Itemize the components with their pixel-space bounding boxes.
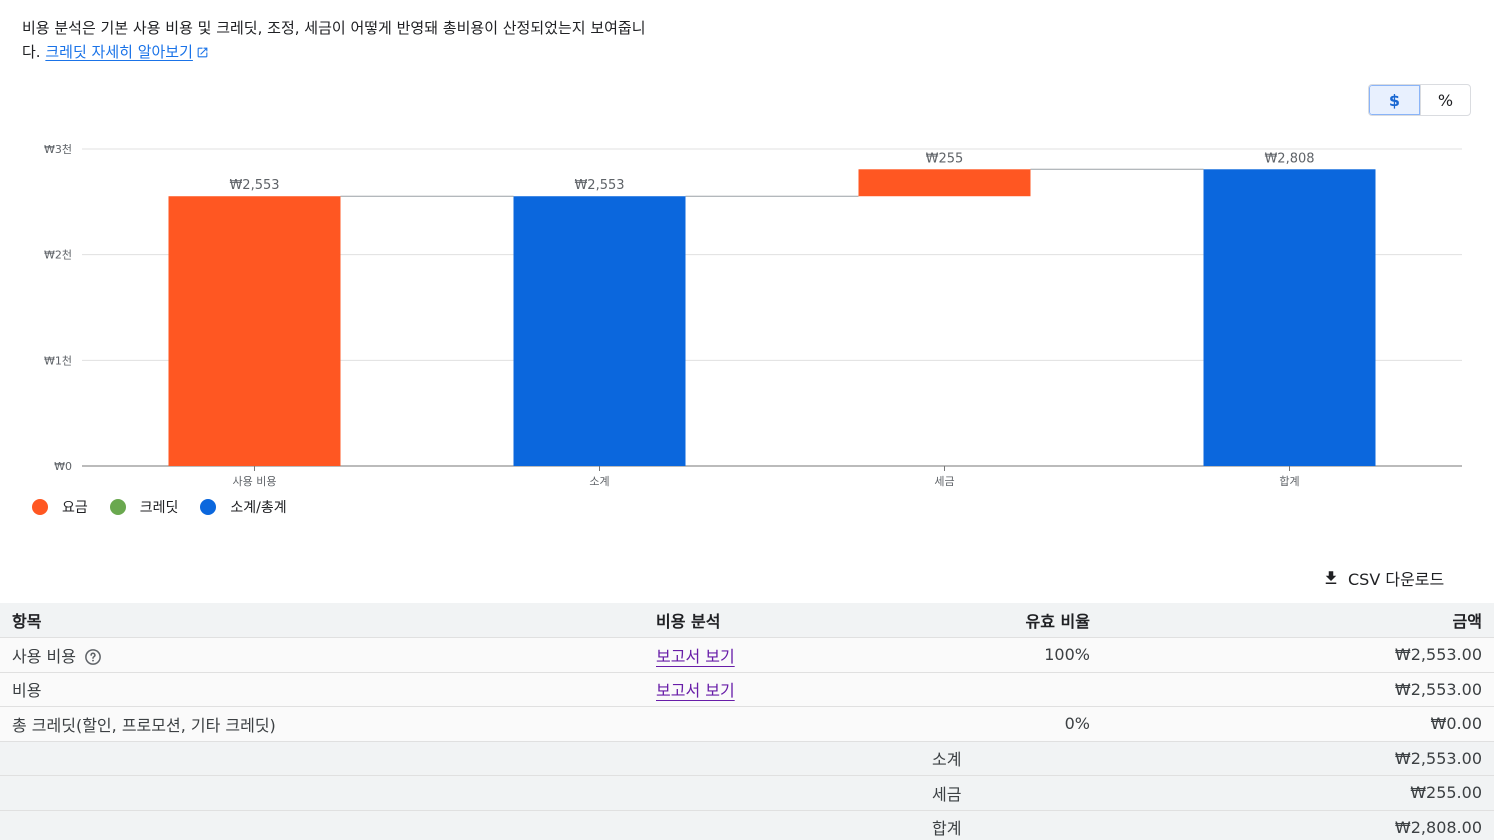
- summary-amount: ₩2,553.00: [1102, 741, 1494, 776]
- summary-amount: ₩255.00: [1102, 775, 1494, 811]
- y-tick-label: ₩2천: [44, 248, 72, 262]
- header-item[interactable]: 항목: [0, 603, 644, 638]
- row-rate: [894, 672, 1102, 707]
- table-header-row: 항목 비용 분석 유효 비율 금액: [0, 603, 1494, 638]
- summary-label: 세금: [894, 775, 1102, 811]
- summary-row-total: 합계 ₩2,808.00: [0, 810, 1494, 840]
- legend-item-charge[interactable]: 요금: [32, 497, 88, 517]
- x-tick-label: 합계: [1279, 475, 1299, 488]
- y-tick-label: ₩3천: [44, 142, 72, 156]
- cost-breakdown-description: 비용 분석은 기본 사용 비용 및 크레딧, 조정, 세금이 어떻게 반영돼 총…: [22, 16, 662, 64]
- summary-amount: ₩2,808.00: [1102, 810, 1494, 840]
- header-report[interactable]: 비용 분석: [644, 603, 894, 638]
- description-text: 비용 분석은 기본 사용 비용 및 크레딧, 조정, 세금이 어떻게 반영돼 총…: [22, 19, 646, 61]
- legend-credit-swatch: [109, 499, 126, 515]
- help-icon[interactable]: [84, 648, 102, 666]
- bar-subtotal[interactable]: [1203, 169, 1376, 466]
- bar-subtotal[interactable]: [513, 196, 686, 466]
- x-tick-label: 소계: [589, 475, 609, 488]
- legend-charge-label: 요금: [62, 500, 88, 516]
- csv-download-label: CSV 다운로드: [1348, 570, 1445, 589]
- summary-label: 합계: [894, 810, 1102, 840]
- header-rate[interactable]: 유효 비율: [894, 603, 1102, 638]
- bar-value-label: ₩2,808: [1264, 151, 1314, 166]
- summary-empty-cell: [0, 741, 644, 776]
- row-item-label: 비용: [0, 672, 644, 707]
- bar-value-label: ₩2,553: [229, 178, 279, 193]
- bar-value-label: ₩255: [926, 151, 964, 166]
- learn-more-credits-link[interactable]: 크레딧 자세히 알아보기: [45, 43, 209, 61]
- row-amount: ₩2,553.00: [1102, 637, 1494, 673]
- row-amount: ₩2,553.00: [1102, 672, 1494, 707]
- cost-breakdown-table: 항목 비용 분석 유효 비율 금액 사용 비용 보고서 보기 100% ₩2,5…: [0, 603, 1494, 840]
- table-row: 사용 비용 보고서 보기 100% ₩2,553.00: [0, 637, 1494, 673]
- row-report-cell: 보고서 보기: [644, 672, 894, 707]
- summary-label: 소계: [894, 741, 1102, 776]
- external-link-icon: [197, 47, 208, 58]
- legend-item-subtotal[interactable]: 소계/총계: [200, 497, 287, 517]
- bar-charge[interactable]: [168, 196, 341, 466]
- chart-legend: 요금 크레딧 소계/총계: [32, 497, 309, 517]
- summary-row-subtotal: 소계 ₩2,553.00: [0, 741, 1494, 776]
- legend-item-credit[interactable]: 크레딧: [109, 497, 179, 517]
- download-icon: [1325, 571, 1337, 584]
- row-item-cell: 사용 비용: [0, 637, 644, 673]
- learn-more-credits-label: 크레딧 자세히 알아보기: [45, 43, 193, 61]
- legend-subtotal-swatch: [200, 499, 217, 515]
- legend-charge-swatch: [32, 499, 48, 515]
- table-row: 총 크레딧(할인, 프로모션, 기타 크레딧) 0% ₩0.00: [0, 706, 1494, 742]
- y-tick-label: ₩1천: [44, 353, 72, 367]
- summary-empty-cell: [0, 775, 644, 811]
- row-report-cell: 보고서 보기: [644, 637, 894, 673]
- view-report-link[interactable]: 보고서 보기: [656, 646, 735, 666]
- row-item-label: 총 크레딧(할인, 프로모션, 기타 크레딧): [0, 706, 644, 742]
- row-rate: 0%: [894, 706, 1102, 742]
- header-amount[interactable]: 금액: [1102, 603, 1494, 638]
- bar-charge[interactable]: [858, 169, 1031, 197]
- y-tick-label: ₩0: [54, 460, 72, 473]
- csv-download-button[interactable]: CSV 다운로드: [1322, 566, 1444, 590]
- x-tick-label: 세금: [934, 475, 954, 488]
- row-amount: ₩0.00: [1102, 706, 1494, 742]
- summary-empty-cell: [644, 810, 894, 840]
- summary-empty-cell: [644, 775, 894, 811]
- dollar-toggle-button[interactable]: $: [1369, 85, 1420, 115]
- bar-value-label: ₩2,553: [574, 178, 624, 193]
- row-rate: 100%: [894, 637, 1102, 673]
- summary-row-tax: 세금 ₩255.00: [0, 775, 1494, 811]
- legend-credit-label: 크레딧: [139, 500, 179, 516]
- summary-empty-cell: [0, 810, 644, 840]
- view-report-link[interactable]: 보고서 보기: [656, 681, 735, 701]
- legend-subtotal-label: 소계/총계: [230, 500, 287, 516]
- table-row: 비용 보고서 보기 ₩2,553.00: [0, 672, 1494, 707]
- row-report-cell: [644, 706, 894, 742]
- summary-empty-cell: [644, 741, 894, 776]
- row-item-label: 사용 비용: [12, 646, 76, 666]
- unit-toggle: $ %: [1368, 84, 1471, 116]
- cost-waterfall-chart: ₩0 ₩1천 ₩2천 ₩3천 ₩2,553 사용 비용 ₩2,553 소계 ₩255 세금 ₩2,8…: [44, 142, 1462, 488]
- percent-toggle-button[interactable]: %: [1420, 85, 1470, 115]
- x-tick-label: 사용 비용: [233, 475, 277, 488]
